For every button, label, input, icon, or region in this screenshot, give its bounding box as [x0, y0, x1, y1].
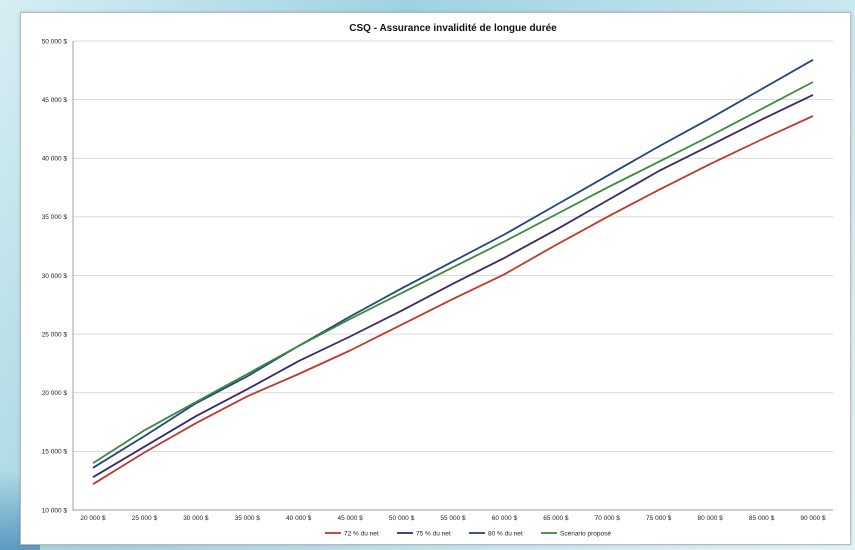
legend-label: 80 % du net: [488, 530, 523, 537]
x-tick-label: 40 000 $: [286, 515, 312, 522]
y-tick-label: 30 000 $: [42, 273, 68, 280]
x-tick-label: 90 000 $: [800, 515, 826, 522]
series-line-4: [92, 81, 814, 464]
y-tick-label: 15 000 $: [42, 449, 68, 456]
y-tick-label: 45 000 $: [42, 97, 68, 104]
x-tick-label: 30 000 $: [183, 515, 209, 522]
y-tick-label: 10 000 $: [42, 507, 68, 514]
y-tick-label: 25 000 $: [42, 331, 68, 338]
chart-frame: CSQ - Assurance invalidité de longue dur…: [20, 12, 851, 545]
x-tick-label: 50 000 $: [389, 515, 415, 522]
y-tick-label: 50 000 $: [42, 38, 68, 45]
x-tick-label: 20 000 $: [80, 515, 106, 522]
grid-lines: [73, 40, 833, 511]
legend: 72 % du net 75 % du net 80 % du net Scénari…: [325, 530, 611, 537]
x-tick-label: 70 000 $: [595, 515, 621, 522]
x-tick-label: 45 000 $: [337, 515, 363, 522]
x-tick-label: 35 000 $: [235, 515, 261, 522]
legend-label: 72 % du net: [344, 530, 379, 537]
series-line-2: [92, 94, 814, 478]
x-tick-label: 65 000 $: [543, 515, 569, 522]
axes: 10 000 $ 15 000 $ 20 000 $ 25 000 $ 30 000 $…: [42, 38, 833, 522]
x-tick-label: 60 000 $: [492, 515, 518, 522]
series-lines: [92, 59, 814, 485]
x-tick-label: 55 000 $: [440, 515, 466, 522]
series-line-1: [92, 115, 814, 485]
chart-title: CSQ - Assurance invalidité de longue dur…: [349, 23, 557, 34]
line-chart: CSQ - Assurance invalidité de longue dur…: [42, 23, 833, 537]
legend-label: 75 % du net: [416, 530, 451, 537]
x-tick-label: 80 000 $: [697, 515, 723, 522]
y-tick-label: 40 000 $: [42, 156, 68, 163]
series-line-3: [92, 59, 814, 469]
x-tick-label: 25 000 $: [132, 515, 158, 522]
y-tick-label: 20 000 $: [42, 390, 68, 397]
legend-label: Scénario proposé: [560, 530, 611, 537]
x-tick-label: 85 000 $: [749, 515, 775, 522]
y-tick-label: 35 000 $: [42, 214, 68, 221]
x-tick-label: 75 000 $: [646, 515, 672, 522]
